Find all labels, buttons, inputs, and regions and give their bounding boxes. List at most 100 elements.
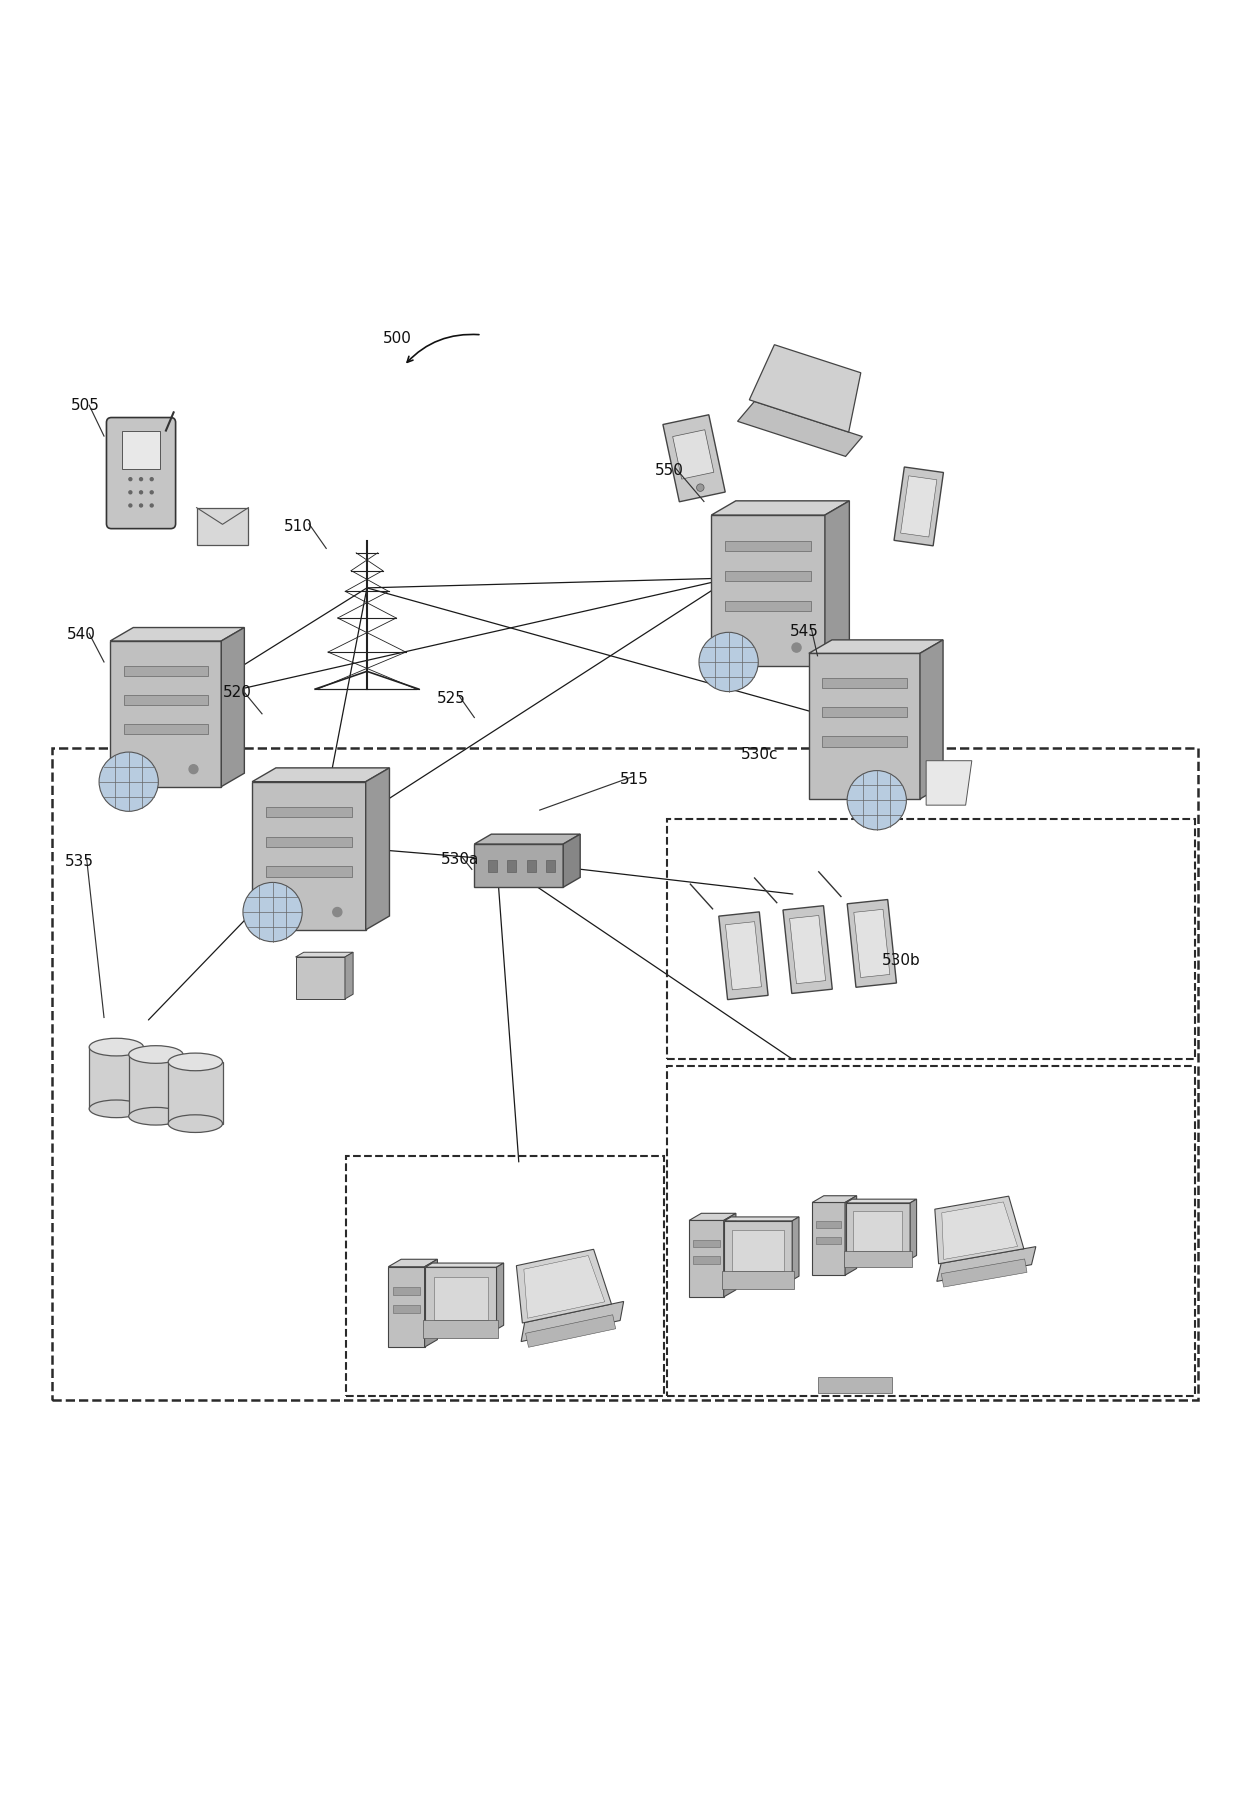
Circle shape [129,491,131,493]
Polygon shape [345,952,353,999]
Polygon shape [792,1217,799,1280]
Circle shape [129,477,131,481]
Polygon shape [724,1221,792,1280]
Ellipse shape [169,1115,222,1133]
Circle shape [847,771,906,830]
Polygon shape [563,834,580,888]
Polygon shape [725,922,761,990]
Bar [346,1156,665,1397]
Text: 515: 515 [620,771,649,787]
Text: 520: 520 [222,685,252,701]
Polygon shape [719,913,768,1000]
Polygon shape [920,640,944,800]
Text: 510: 510 [284,518,314,534]
Bar [822,706,906,717]
Circle shape [150,477,154,481]
Bar [667,819,1195,1060]
Polygon shape [475,834,580,845]
Polygon shape [663,414,725,502]
Polygon shape [935,1196,1024,1264]
Circle shape [243,882,303,941]
Text: 505: 505 [71,398,99,412]
Circle shape [888,776,897,785]
Polygon shape [295,957,345,999]
Polygon shape [425,1262,503,1268]
Bar [693,1257,719,1264]
Polygon shape [749,344,861,432]
Ellipse shape [129,1045,184,1063]
Circle shape [140,504,143,507]
Polygon shape [424,1259,438,1347]
Bar [667,1065,1195,1397]
Bar [124,724,208,733]
Polygon shape [388,1259,438,1266]
Polygon shape [854,909,890,977]
Bar [733,1230,784,1271]
Bar [725,601,811,611]
Polygon shape [712,500,849,515]
FancyBboxPatch shape [107,418,176,529]
Polygon shape [900,475,937,536]
Polygon shape [825,500,849,665]
Bar [817,1377,892,1393]
Circle shape [99,751,159,810]
Polygon shape [724,1217,799,1221]
Bar [693,1239,719,1248]
Polygon shape [110,628,244,640]
Bar [822,678,906,689]
Bar [169,1061,222,1124]
Polygon shape [724,1214,735,1296]
Polygon shape [689,1214,735,1221]
Polygon shape [689,1221,724,1296]
Polygon shape [197,507,248,545]
Circle shape [697,484,704,491]
Bar [853,1212,903,1252]
Polygon shape [846,1200,916,1203]
Bar [265,837,352,846]
Text: 550: 550 [655,463,683,479]
Circle shape [140,491,143,493]
Polygon shape [738,402,862,457]
Polygon shape [295,952,353,957]
Polygon shape [521,1302,624,1341]
Bar [816,1221,841,1228]
Polygon shape [808,653,920,800]
Text: 530c: 530c [742,748,779,762]
Bar [124,696,208,705]
Polygon shape [847,900,897,988]
Bar [816,1237,841,1244]
Circle shape [150,504,154,507]
Polygon shape [942,1201,1018,1259]
Bar [725,541,811,550]
Polygon shape [846,1203,910,1259]
Polygon shape [910,1200,916,1259]
Polygon shape [523,1255,605,1318]
Bar [265,807,352,818]
Polygon shape [252,767,389,782]
Bar [434,1277,489,1320]
Polygon shape [221,628,244,787]
Polygon shape [252,782,366,931]
Bar [52,748,1198,1400]
Circle shape [150,491,154,493]
Polygon shape [475,845,563,888]
Polygon shape [808,640,944,653]
Polygon shape [894,466,944,545]
Circle shape [792,644,801,653]
Bar [122,430,160,470]
Polygon shape [926,760,972,805]
Ellipse shape [169,1052,222,1070]
Polygon shape [366,767,389,931]
Polygon shape [790,916,826,984]
Ellipse shape [129,1108,184,1124]
Text: 530b: 530b [882,954,920,968]
Bar [527,861,536,871]
Polygon shape [672,430,714,479]
Circle shape [332,907,342,916]
Text: 525: 525 [438,692,466,706]
Bar [423,1320,498,1339]
Polygon shape [812,1203,844,1275]
Polygon shape [388,1266,424,1347]
Polygon shape [812,1196,857,1203]
Bar [725,570,811,581]
